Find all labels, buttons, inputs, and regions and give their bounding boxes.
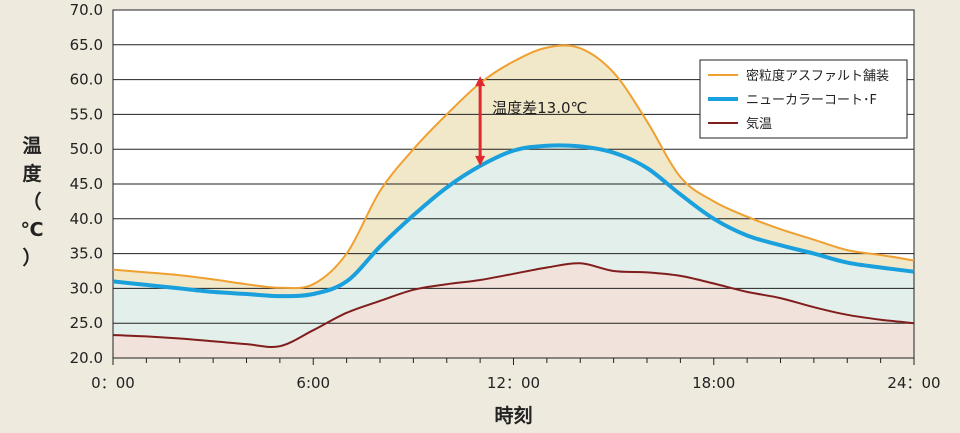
y-axis-title-char: 温 <box>22 135 41 157</box>
y-tick-labels: 20.0 25.0 30.0 35.0 40.0 45.0 50.0 55.0 60.0 65.0… <box>70 1 103 367</box>
x-minor-ticks <box>112 358 915 365</box>
legend-label-0: 密粒度アスファルト舗装 <box>746 68 889 84</box>
series-lines <box>112 44 915 348</box>
y-tick-label: 70.0 <box>70 1 103 19</box>
y-tick-label: 35.0 <box>70 245 103 263</box>
y-tick-label: 25.0 <box>70 314 103 332</box>
annotation: 温度差13.0℃ <box>475 76 587 166</box>
x-tick-label: 12：00 <box>487 374 540 392</box>
y-axis-title-char: （ <box>22 190 41 213</box>
y-axis-title-char: 度 <box>22 162 42 185</box>
x-tick-label: 6:00 <box>296 374 330 392</box>
y-axis-title: 温度 （ ℃ ） <box>20 135 43 269</box>
series-line-0 <box>112 44 915 290</box>
y-axis-title-char: ） <box>22 246 41 269</box>
x-tick-label: 0：00 <box>91 374 135 392</box>
series-line-1 <box>112 143 915 299</box>
y-tick-label: 65.0 <box>70 36 103 54</box>
series-fill-2 <box>113 263 914 358</box>
y-tick-label: 20.0 <box>70 349 103 367</box>
y-axis-title-char: ℃ <box>20 219 43 241</box>
y-tick-label: 55.0 <box>70 105 103 123</box>
annotation-arrowhead-top <box>475 76 486 87</box>
series-line-2 <box>112 262 915 348</box>
x-tick-labels: 0：00 6:00 12：00 18:00 24：00 <box>91 374 940 392</box>
y-tick-label: 45.0 <box>70 175 103 193</box>
y-tick-label: 40.0 <box>70 210 103 228</box>
legend-label-2: 気温 <box>746 116 772 132</box>
annotation-label: 温度差13.0℃ <box>492 99 587 117</box>
y-tick-label: 30.0 <box>70 279 103 297</box>
y-tick-label: 50.0 <box>70 140 103 158</box>
x-axis-title: 時刻 <box>494 404 532 427</box>
x-tick-label: 24：00 <box>887 374 940 392</box>
legend-label-1: ニューカラーコート･F <box>746 93 877 108</box>
annotation-arrowhead-bottom <box>475 155 486 166</box>
y-tick-label: 60.0 <box>70 71 103 89</box>
x-tick-label: 18:00 <box>692 374 735 392</box>
